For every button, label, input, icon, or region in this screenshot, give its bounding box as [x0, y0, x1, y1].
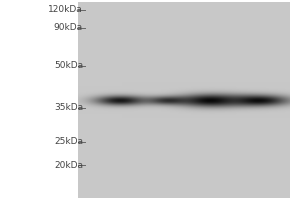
Text: 20kDa: 20kDa [54, 160, 83, 170]
Text: 90kDa: 90kDa [54, 23, 83, 32]
Text: 120kDa: 120kDa [48, 5, 83, 15]
Text: 35kDa: 35kDa [54, 104, 83, 112]
Text: 50kDa: 50kDa [54, 62, 83, 71]
Text: 25kDa: 25kDa [54, 138, 83, 146]
